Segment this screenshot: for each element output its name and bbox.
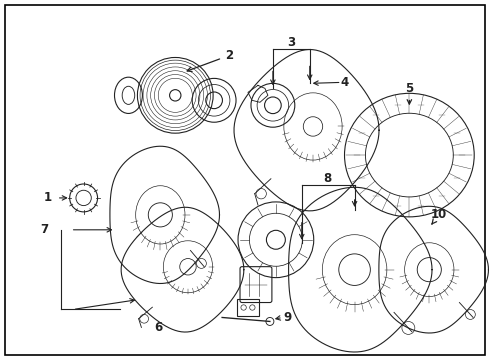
Bar [237,298,259,316]
Text: 10: 10 [431,208,447,224]
Text: 2: 2 [187,49,233,72]
Text: 7: 7 [41,223,49,236]
Text: 1: 1 [44,192,52,204]
Text: 5: 5 [405,82,414,104]
Text: 4: 4 [341,76,349,89]
Text: 9: 9 [284,311,292,324]
Text: 3: 3 [287,36,295,49]
Text: 8: 8 [323,171,332,185]
Text: 6: 6 [154,321,163,334]
